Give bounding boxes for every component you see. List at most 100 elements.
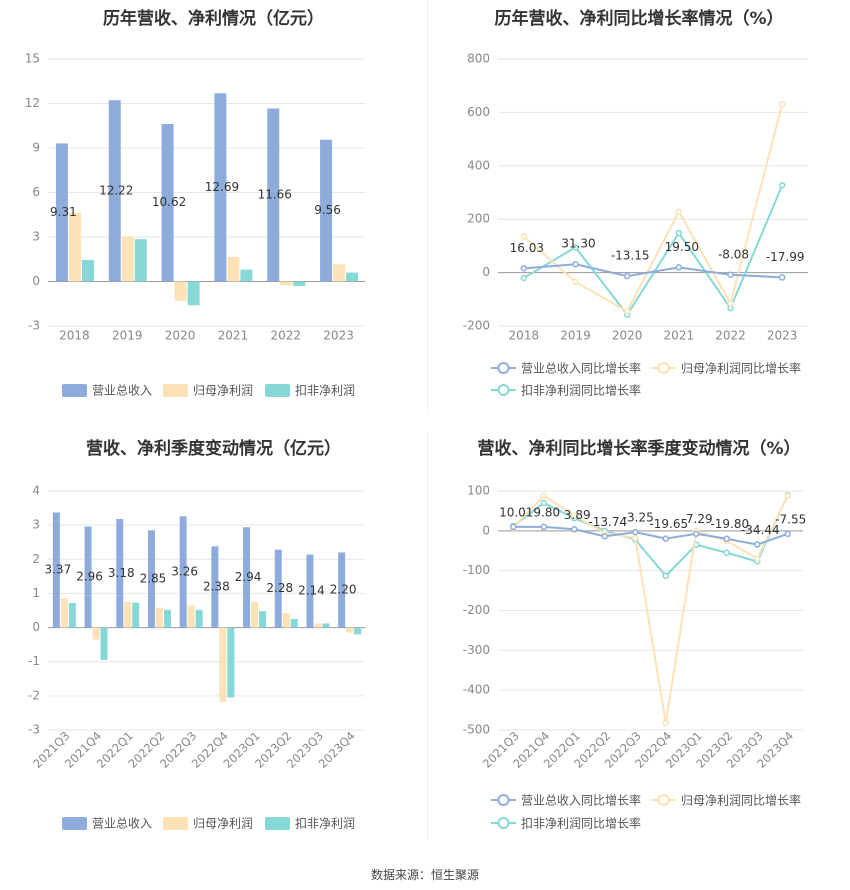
bar-归母净利润[interactable] (60, 598, 68, 628)
series-point[interactable] (754, 555, 761, 562)
bar-营业总收入[interactable] (116, 518, 124, 628)
bar-营业总收入[interactable] (214, 93, 227, 282)
bar-营业总收入[interactable] (147, 530, 155, 628)
series-point[interactable] (540, 523, 547, 531)
bar-归母净利润[interactable] (346, 627, 354, 633)
series-point[interactable] (623, 272, 631, 280)
series-point[interactable] (662, 719, 669, 727)
bar-扣非净利润[interactable] (259, 611, 267, 628)
legend-swatch[interactable] (265, 817, 290, 830)
series-point[interactable] (727, 271, 734, 279)
series-point[interactable] (778, 101, 786, 108)
bar-扣非净利润[interactable] (322, 623, 330, 628)
series-line-扣非净利润同比增长率[interactable] (523, 184, 784, 317)
bar-扣非净利润[interactable] (187, 281, 200, 306)
series-point[interactable] (571, 512, 578, 519)
bar-归母净利润[interactable] (333, 264, 346, 282)
bar-扣非净利润[interactable] (290, 619, 298, 628)
series-point[interactable] (510, 523, 517, 531)
series-point[interactable] (754, 541, 761, 548)
series-line-归母净利润同比增长率[interactable] (512, 494, 789, 723)
series-point[interactable] (540, 492, 547, 500)
series-point[interactable] (784, 530, 791, 538)
legend-marker[interactable] (497, 384, 510, 396)
series-point[interactable] (675, 229, 683, 237)
bar-营业总收入[interactable] (161, 123, 174, 282)
bar-营业总收入[interactable] (55, 143, 68, 282)
bar-扣非净利润[interactable] (227, 627, 235, 698)
bar-营业总收入[interactable] (338, 552, 346, 628)
bar-营业总收入[interactable] (179, 516, 187, 628)
bar-营业总收入[interactable] (243, 527, 251, 628)
bar-扣非净利润[interactable] (293, 281, 306, 286)
series-point[interactable] (572, 243, 579, 251)
series-point[interactable] (675, 208, 683, 215)
legend-swatch[interactable] (62, 384, 87, 397)
series-point[interactable] (571, 526, 578, 533)
series-point[interactable] (778, 274, 786, 281)
series-point[interactable] (520, 274, 528, 282)
legend-swatch[interactable] (265, 384, 290, 397)
bar-营业总收入[interactable] (274, 549, 282, 628)
series-point[interactable] (520, 265, 528, 272)
series-point[interactable] (727, 300, 734, 307)
legend-marker[interactable] (657, 794, 670, 806)
bar-扣非净利润[interactable] (354, 627, 362, 635)
series-point[interactable] (572, 260, 579, 268)
series-point[interactable] (693, 530, 700, 537)
bar-归母净利润[interactable] (219, 627, 227, 703)
series-point[interactable] (632, 534, 639, 542)
bar-归母净利润[interactable] (280, 281, 293, 286)
bar-营业总收入[interactable] (211, 546, 219, 628)
bar-归母净利润[interactable] (174, 281, 187, 301)
bar-扣非净利润[interactable] (100, 627, 108, 661)
bar-扣非净利润[interactable] (132, 602, 140, 628)
series-point[interactable] (623, 308, 631, 315)
legend-swatch[interactable] (163, 817, 188, 830)
legend-swatch[interactable] (163, 384, 188, 397)
bar-营业总收入[interactable] (84, 526, 92, 628)
bar-营业总收入[interactable] (306, 554, 314, 628)
bar-归母净利润[interactable] (314, 623, 322, 628)
bar-归母净利润[interactable] (282, 613, 290, 628)
series-point[interactable] (572, 278, 579, 286)
legend-marker[interactable] (497, 794, 510, 806)
bar-扣非净利润[interactable] (163, 609, 171, 628)
series-line-营业总收入同比增长率[interactable] (523, 263, 783, 279)
bar-归母净利润[interactable] (68, 212, 81, 282)
series-line-营业总收入同比增长率[interactable] (513, 525, 789, 546)
bar-扣非净利润[interactable] (81, 259, 94, 282)
series-point[interactable] (520, 233, 528, 240)
series-point[interactable] (540, 499, 547, 507)
series-point[interactable] (784, 492, 791, 500)
legend-marker[interactable] (497, 362, 510, 374)
bar-营业总收入[interactable] (267, 108, 280, 282)
series-point[interactable] (601, 533, 608, 540)
series-line-扣非净利润同比增长率[interactable] (512, 494, 789, 578)
bar-扣非净利润[interactable] (195, 609, 203, 628)
bar-营业总收入[interactable] (52, 512, 60, 628)
series-point[interactable] (778, 182, 786, 189)
bar-扣非净利润[interactable] (240, 269, 253, 282)
legend-marker[interactable] (497, 817, 510, 829)
bar-扣非净利润[interactable] (134, 239, 147, 282)
legend-swatch[interactable] (62, 817, 87, 830)
bar-归母净利润[interactable] (155, 607, 163, 628)
legend-marker[interactable] (657, 362, 670, 374)
series-point[interactable] (675, 264, 683, 271)
series-point[interactable] (662, 572, 669, 580)
bar-营业总收入[interactable] (320, 139, 333, 282)
bar-扣非净利润[interactable] (68, 602, 76, 628)
bar-归母净利润[interactable] (251, 601, 259, 628)
series-point[interactable] (632, 528, 639, 536)
series-point[interactable] (723, 549, 730, 556)
bar-营业总收入[interactable] (108, 100, 121, 282)
series-line-归母净利润同比增长率[interactable] (523, 104, 784, 313)
bar-归母净利润[interactable] (227, 257, 240, 282)
bar-归母净利润[interactable] (121, 236, 134, 282)
bar-归母净利润[interactable] (92, 627, 100, 640)
bar-扣非净利润[interactable] (346, 272, 359, 282)
bar-归母净利润[interactable] (124, 601, 132, 628)
bar-归母净利润[interactable] (187, 605, 195, 628)
series-point[interactable] (723, 535, 730, 542)
